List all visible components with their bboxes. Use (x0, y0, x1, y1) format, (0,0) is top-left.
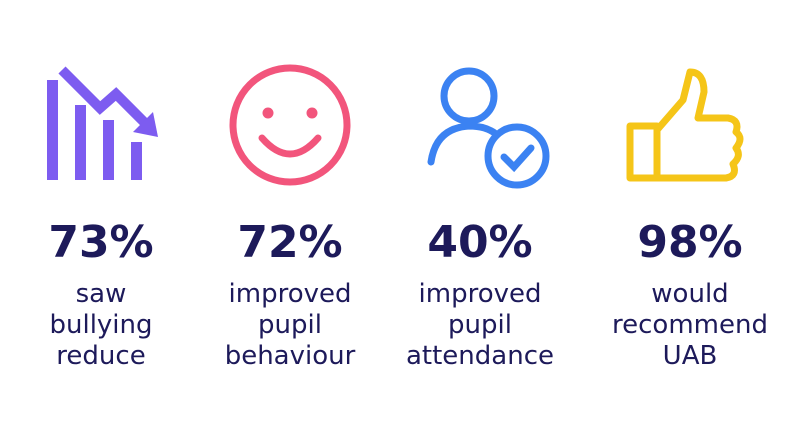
stat-label: bullying (49, 310, 152, 340)
stat-label: pupil (258, 310, 322, 340)
stat-label: improved (419, 279, 542, 309)
stat-value: 98% (637, 217, 742, 268)
stat-value: 72% (237, 217, 342, 268)
smiley-icon (229, 64, 351, 186)
stat-label: saw (76, 279, 127, 309)
stat-label: improved (229, 279, 352, 309)
stat-value: 40% (427, 217, 532, 268)
thumbs-up-icon (626, 68, 744, 182)
stat-label: reduce (56, 341, 145, 371)
stat-label: would (651, 279, 728, 309)
stat-label: UAB (663, 341, 718, 371)
stat-label: behaviour (225, 341, 356, 371)
stat-label: recommend (612, 310, 768, 340)
stat-label: pupil (448, 310, 512, 340)
attendance-icon (427, 67, 550, 189)
stat-value: 73% (48, 217, 153, 268)
stat-label: attendance (406, 341, 554, 371)
bullying-icon (47, 66, 158, 180)
